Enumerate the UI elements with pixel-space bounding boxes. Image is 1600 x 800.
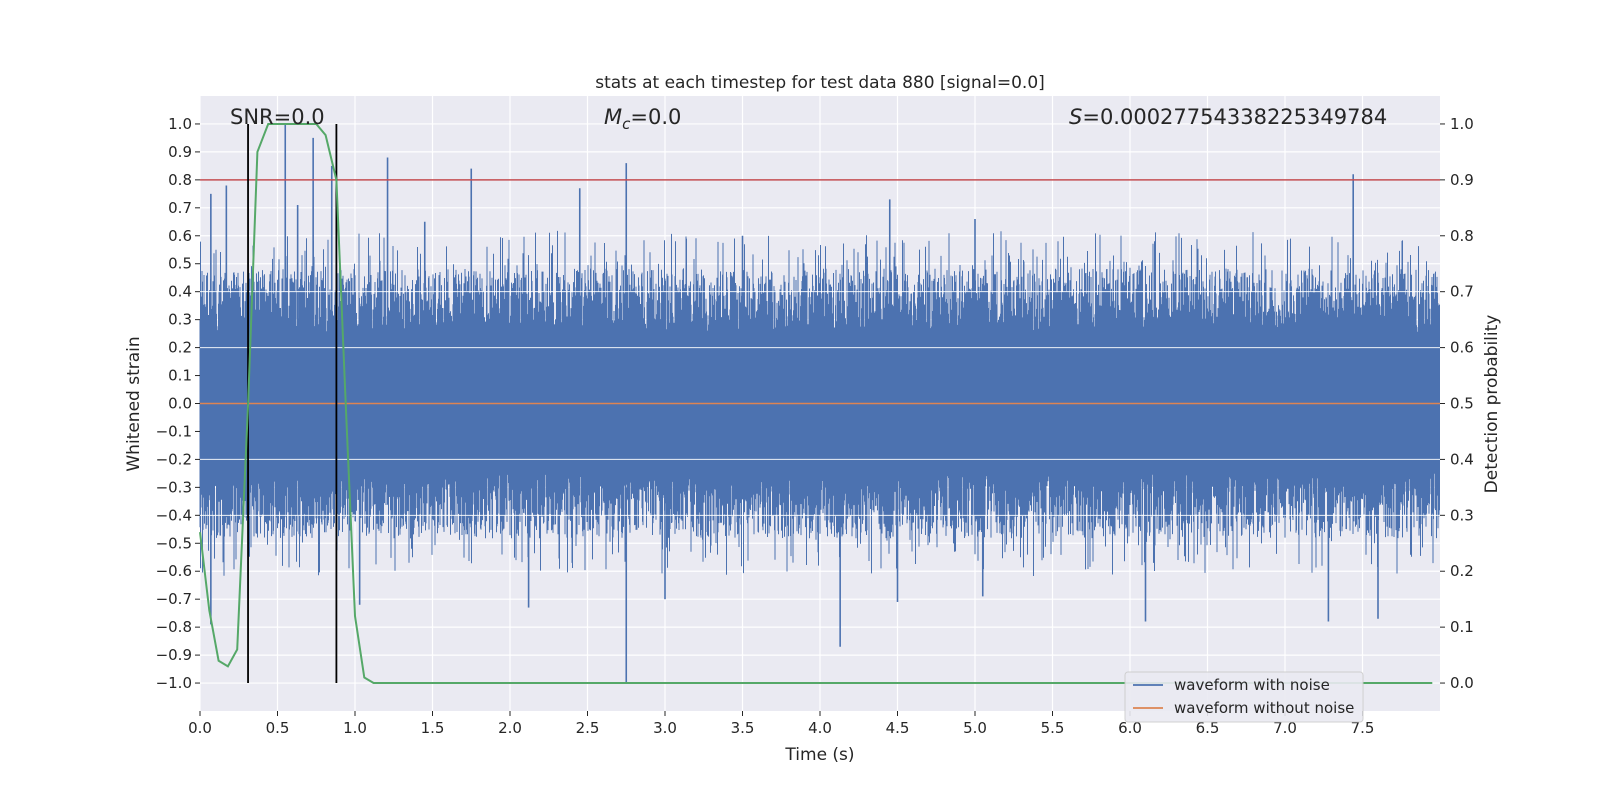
y-left-tick-label: 0.1 <box>168 367 192 385</box>
x-axis-label: Time (s) <box>784 745 854 765</box>
y-right-tick-label: 0.3 <box>1450 506 1474 524</box>
y-axis-right-label: Detection probability <box>1482 315 1502 494</box>
y-left-tick-label: 0.4 <box>168 283 192 301</box>
mc-subscript: c <box>622 115 631 133</box>
y-left-tick-label: −0.9 <box>156 646 192 664</box>
y-right-tick-label: 0.6 <box>1450 339 1474 357</box>
y-left-tick-label: 0.3 <box>168 311 192 329</box>
y-left-tick-label: −0.6 <box>156 562 192 580</box>
x-tick-label: 7.0 <box>1273 719 1297 737</box>
y-left-tick-label: −0.1 <box>156 422 192 440</box>
y-axis-left-label: Whitened strain <box>124 336 144 471</box>
x-tick-label: 6.5 <box>1196 719 1220 737</box>
y-left-tick-label: −0.2 <box>156 450 192 468</box>
y-right-tick-label: 0.1 <box>1450 618 1474 636</box>
y-left-tick-label: 0.7 <box>168 199 192 217</box>
x-tick-label: 1.0 <box>343 719 367 737</box>
y-left-tick-label: −0.4 <box>156 506 192 524</box>
x-tick-label: 3.5 <box>731 719 755 737</box>
mc-value: =0.0 <box>630 105 681 129</box>
x-tick-label: 0.5 <box>266 719 290 737</box>
y-left-tick-label: −0.5 <box>156 534 192 552</box>
x-tick-label: 0.0 <box>188 719 212 737</box>
y-left-tick-label: −0.3 <box>156 478 192 496</box>
x-tick-label: 5.0 <box>963 719 987 737</box>
mc-annotation: Mc=0.0 <box>604 105 681 133</box>
s-symbol: S <box>1069 105 1082 129</box>
ticks: 0.0 0.5 1.0 1.5 2.0 2.5 3.0 3.5 4.0 4.5 5.0 5.5 6.0 6… <box>156 115 1474 737</box>
s-annotation: S=0.00027754338225349784 <box>1069 105 1387 129</box>
y-right-tick-label: 0.2 <box>1450 562 1474 580</box>
x-tick-label: 6.0 <box>1118 719 1142 737</box>
y-right-tick-label: 0.7 <box>1450 283 1474 301</box>
y-left-tick-label: 0.9 <box>168 143 192 161</box>
y-left-tick-label: 0.5 <box>168 255 192 273</box>
y-right-tick-label: 1.0 <box>1450 115 1474 133</box>
x-tick-label: 2.5 <box>576 719 600 737</box>
y-left-tick-label: −0.7 <box>156 590 192 608</box>
y-left-tick-label: −1.0 <box>156 674 192 692</box>
x-tick-label: 4.0 <box>808 719 832 737</box>
s-value: =0.00027754338225349784 <box>1082 105 1387 129</box>
y-left-tick-label: 1.0 <box>168 115 192 133</box>
y-right-tick-label: 0.9 <box>1450 171 1474 189</box>
x-tick-label: 3.0 <box>653 719 677 737</box>
legend-box <box>1124 671 1364 723</box>
snr-annotation: SNR=0.0 <box>230 105 325 129</box>
x-tick-label: 7.5 <box>1351 719 1375 737</box>
y-left-tick-label: 0.0 <box>168 395 192 413</box>
y-left-tick-label: −0.8 <box>156 618 192 636</box>
y-left-tick-label: 0.8 <box>168 171 192 189</box>
chart-title: stats at each timestep for test data 880… <box>595 73 1045 93</box>
y-right-tick-label: 0.8 <box>1450 227 1474 245</box>
y-left-tick-label: 0.2 <box>168 339 192 357</box>
y-right-tick-label: 0.5 <box>1450 395 1474 413</box>
y-left-tick-label: 0.6 <box>168 227 192 245</box>
x-tick-label: 4.5 <box>886 719 910 737</box>
x-tick-label: 5.5 <box>1041 719 1065 737</box>
legend-label-clean: waveform without noise <box>1174 699 1354 717</box>
mc-symbol: M <box>604 105 622 129</box>
probability-trace <box>199 123 1433 684</box>
legend: waveform with noise waveform without noi… <box>1124 671 1364 723</box>
x-tick-label: 1.5 <box>421 719 445 737</box>
legend-label-noise: waveform with noise <box>1174 676 1330 694</box>
x-tick-label: 2.0 <box>498 719 522 737</box>
y-right-tick-label: 0.4 <box>1450 450 1474 468</box>
series-detection-probability <box>199 123 1433 684</box>
y-right-tick-label: 0.0 <box>1450 674 1474 692</box>
